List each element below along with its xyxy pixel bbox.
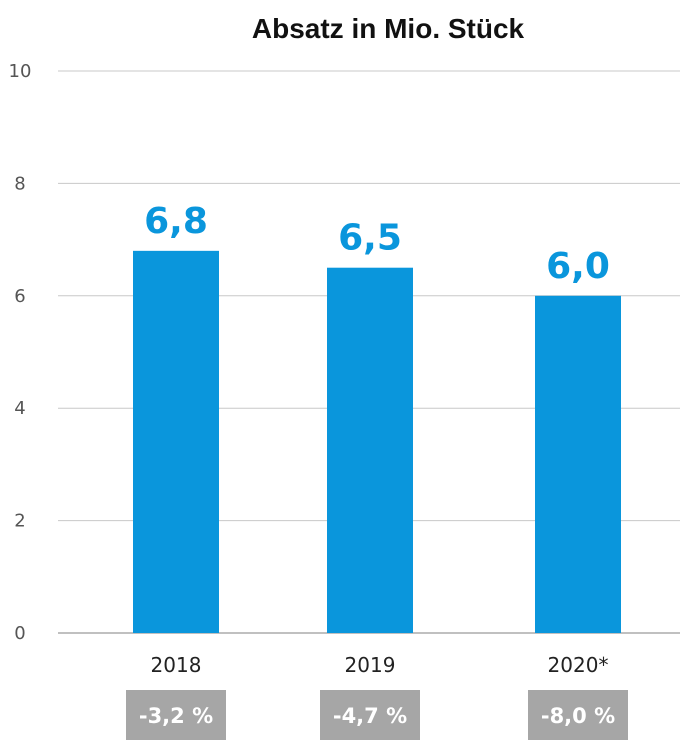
change-badge-label: -4,7 % [333, 704, 407, 728]
x-tick-label: 2019 [345, 653, 396, 677]
change-badge-background [320, 690, 420, 740]
value-label: 6,0 [546, 246, 610, 287]
value-label: 6,5 [338, 218, 402, 259]
chart-title: Absatz in Mio. Stück [252, 13, 525, 44]
value-label: 6,8 [144, 201, 208, 242]
change-badge-background [126, 690, 226, 740]
value-labels: 6,8 6,5 6,0 [144, 201, 610, 287]
x-axis-ticks: 2018 2019 2020* [151, 653, 609, 677]
y-tick-label: 6 [14, 286, 25, 307]
change-badge-background [528, 690, 628, 740]
y-axis-ticks: 0 2 4 6 8 10 [9, 61, 32, 644]
change-badge-label: -8,0 % [541, 704, 615, 728]
y-tick-label: 8 [14, 173, 25, 194]
x-tick-label: 2020* [548, 653, 609, 677]
y-tick-label: 2 [14, 511, 25, 532]
bar [327, 267, 413, 633]
change-badge: -8,0 % [528, 690, 628, 740]
bars [133, 250, 621, 633]
y-tick-label: 4 [14, 398, 25, 419]
bar [133, 250, 219, 633]
x-tick-label: 2018 [151, 653, 202, 677]
y-tick-label: 0 [14, 623, 25, 644]
change-badge-label: -3,2 % [139, 704, 213, 728]
bar [535, 295, 621, 633]
change-badge: -3,2 % [126, 690, 226, 740]
change-badges: -3,2 % -4,7 % -8,0 % [126, 690, 628, 740]
y-tick-label: 10 [9, 61, 32, 82]
change-badge: -4,7 % [320, 690, 420, 740]
